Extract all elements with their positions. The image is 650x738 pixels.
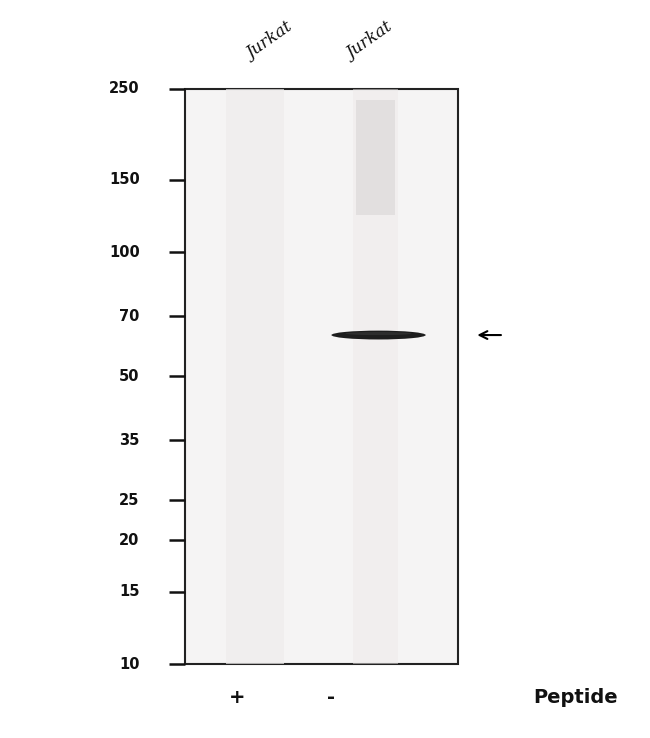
- Bar: [185, 89, 458, 664]
- Text: 10: 10: [119, 657, 140, 672]
- Text: Jurkat: Jurkat: [244, 19, 296, 63]
- Text: Peptide: Peptide: [533, 688, 618, 707]
- Text: 25: 25: [120, 493, 140, 508]
- Bar: [356, 100, 395, 215]
- Text: -: -: [328, 688, 335, 707]
- Text: +: +: [229, 688, 246, 707]
- Text: 150: 150: [109, 173, 140, 187]
- Ellipse shape: [332, 331, 426, 339]
- Bar: [352, 89, 398, 664]
- Text: 20: 20: [120, 533, 140, 548]
- Text: 70: 70: [120, 308, 140, 324]
- Text: Jurkat: Jurkat: [344, 19, 396, 63]
- Ellipse shape: [346, 332, 411, 335]
- Text: 15: 15: [119, 584, 140, 599]
- Text: 50: 50: [119, 369, 140, 384]
- Bar: [226, 89, 285, 664]
- Text: 250: 250: [109, 81, 140, 96]
- Text: 35: 35: [120, 432, 140, 448]
- Text: 100: 100: [109, 245, 140, 260]
